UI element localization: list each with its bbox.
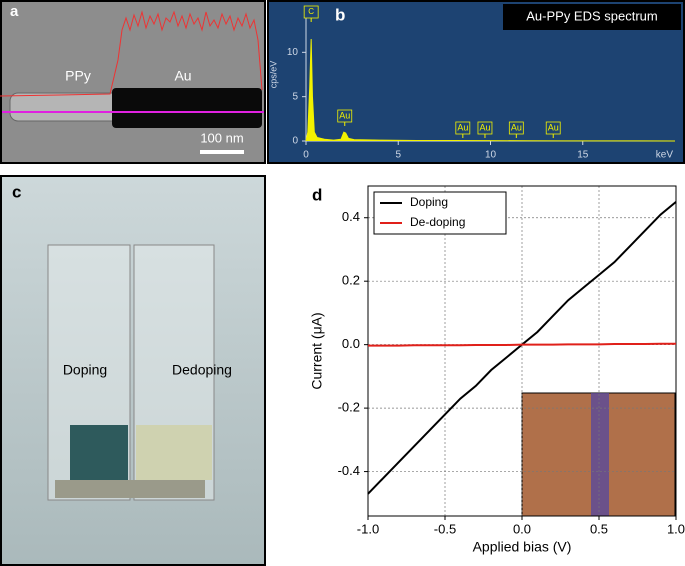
peak-label: Au: [548, 122, 559, 132]
legend-box: [373, 191, 507, 235]
line: [368, 342, 676, 347]
y-tick-label: 5: [292, 91, 298, 102]
doping-label: Doping: [63, 362, 107, 378]
x-tick-label: 1.0: [667, 521, 685, 536]
y-tick-label: 0.2: [342, 273, 360, 288]
liquid-left: [70, 425, 128, 480]
y-tick-label: 0.0: [342, 336, 360, 351]
spectrum: [305, 39, 676, 142]
peak-label: Au: [511, 122, 522, 132]
scale-bar: [200, 150, 244, 154]
y-tick-label: 10: [287, 47, 299, 58]
x-tick-label: 0.0: [513, 521, 531, 536]
photo: [0, 175, 266, 566]
x-axis-label: Applied bias (V): [473, 539, 572, 555]
eds-title-box: [503, 4, 681, 30]
cuvette-base: [55, 480, 205, 498]
inset-strip: [591, 393, 609, 516]
panel-label: a: [10, 3, 19, 20]
au-label: Au: [174, 68, 191, 84]
x-tick-label: -1.0: [357, 521, 379, 536]
panel-label: b: [335, 5, 345, 24]
liquid-right: [136, 425, 212, 480]
y-tick-label: -0.4: [338, 463, 360, 478]
panel-label: c: [12, 182, 21, 201]
x-tick-label: -0.5: [434, 521, 456, 536]
scale-bar-label: 100 nm: [200, 130, 243, 145]
x-tick-label: 15: [577, 150, 589, 161]
peak-label: Au: [339, 110, 350, 120]
y-axis-label: cps/eV: [268, 61, 278, 89]
au-rod: [112, 88, 262, 128]
panel-label: d: [312, 185, 322, 204]
x-tick-label: 0.5: [590, 521, 608, 536]
x-tick-label: 10: [485, 150, 497, 161]
x-tick-label: 5: [395, 150, 401, 161]
ppy-label: PPy: [65, 68, 91, 84]
peak-label: Au: [457, 122, 468, 132]
y-tick-label: 0: [292, 136, 298, 147]
y-tick-label: 0.4: [342, 209, 360, 224]
plot-frame: [367, 185, 677, 517]
peak-label: Au: [479, 122, 490, 132]
y-tick-label: -0.2: [338, 400, 360, 415]
legend-label: Doping: [410, 195, 448, 209]
y-axis-label: Current (μA): [309, 312, 325, 389]
chart-title: Au-PPy EDS spectrum: [526, 8, 658, 23]
panel-c: c Doping Dedoping: [0, 175, 266, 566]
sem-image: [0, 0, 266, 164]
peak-label: C: [308, 7, 314, 16]
x-tick-label: 0: [303, 150, 309, 161]
x-axis-label: keV: [656, 150, 674, 161]
profile: [0, 10, 263, 97]
panel-a: a PPy Au 100 nm: [0, 0, 266, 164]
dedoping-label: Dedoping: [172, 362, 232, 378]
ppy-rod: [9, 92, 126, 122]
legend-label: De-doping: [410, 215, 465, 229]
